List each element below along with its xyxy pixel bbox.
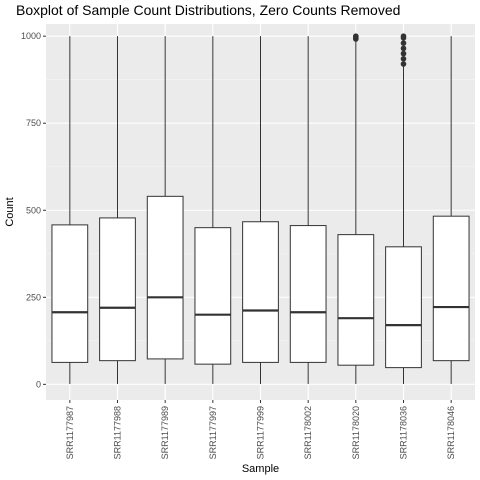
outlier-point xyxy=(400,33,407,39)
box-SRR1177988 xyxy=(99,36,136,384)
x-tick-label: SRR1177989 xyxy=(160,406,170,459)
box-iqr xyxy=(385,246,422,369)
box-iqr xyxy=(432,215,470,362)
box-iqr xyxy=(194,227,232,365)
y-tick-label: 0 xyxy=(36,379,41,389)
x-tick-label: SRR1177999 xyxy=(256,406,266,459)
box-SRR1177989 xyxy=(146,36,184,384)
box-SRR1178002 xyxy=(289,36,327,384)
box-iqr xyxy=(51,224,89,363)
outlier-point xyxy=(400,40,407,46)
x-axis: SRR1177987 SRR1177988 SRR1177989 SRR1177997… xyxy=(65,400,456,459)
y-tick-label: 750 xyxy=(26,118,41,128)
x-tick-label: SRR1177997 xyxy=(208,406,218,459)
x-tick-label: SRR1178002 xyxy=(303,406,313,459)
box-SRR1178020 xyxy=(337,33,375,384)
box-iqr xyxy=(146,195,184,360)
box-iqr xyxy=(99,217,136,362)
outlier-point xyxy=(400,56,407,62)
outlier-point xyxy=(400,61,407,67)
x-tick-label: SRR1178036 xyxy=(399,406,409,459)
box-SRR1177987 xyxy=(51,36,89,384)
y-axis: 0 250 500 750 1000 xyxy=(21,31,46,389)
x-axis-title: Sample xyxy=(242,463,279,475)
x-tick-label: SRR1178020 xyxy=(351,406,361,459)
outlier-point xyxy=(400,45,407,52)
x-tick-label: SRR1177988 xyxy=(113,406,123,459)
y-tick-label: 1000 xyxy=(21,31,41,41)
box-SRR1178046 xyxy=(432,36,470,384)
box-SRR1177999 xyxy=(242,36,279,384)
outlier-point xyxy=(353,33,359,39)
box-iqr xyxy=(289,225,327,363)
y-tick-label: 500 xyxy=(26,205,41,215)
box-SRR1178036 xyxy=(385,33,422,384)
box-SRR1177997 xyxy=(194,36,232,384)
x-tick-label: SRR1178046 xyxy=(446,406,456,459)
box-layer xyxy=(51,33,470,384)
x-tick-label: SRR1177987 xyxy=(65,406,75,459)
box-iqr xyxy=(337,234,375,366)
y-axis-title: Count xyxy=(4,197,16,226)
y-tick-label: 250 xyxy=(26,292,41,302)
box-iqr xyxy=(242,221,279,363)
chart-title: Boxplot of Sample Count Distributions, Z… xyxy=(16,2,401,18)
outlier-point xyxy=(400,50,407,57)
